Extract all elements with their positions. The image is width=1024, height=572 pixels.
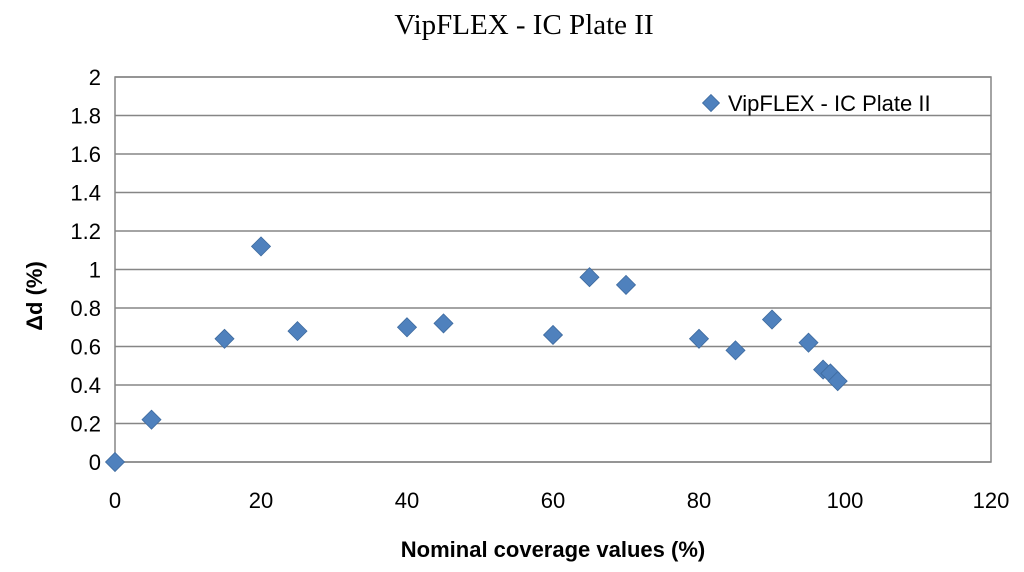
- gridlines: [115, 76, 991, 463]
- y-tick-label: 1.2: [70, 219, 101, 244]
- y-tick-label: 0.6: [70, 335, 101, 360]
- x-tick-label: 100: [827, 488, 864, 513]
- x-tick-label: 0: [109, 488, 121, 513]
- y-tick-label: 2: [89, 65, 101, 90]
- data-point: [542, 324, 564, 346]
- x-tick-label: 40: [395, 488, 419, 513]
- data-point: [579, 267, 600, 288]
- data-point: [433, 313, 454, 334]
- legend-marker: [701, 93, 721, 113]
- chart-title: VipFLEX - IC Plate II: [394, 9, 653, 41]
- legend-label: VipFLEX - IC Plate II: [728, 91, 931, 116]
- y-tick-label: 0.4: [70, 373, 101, 398]
- data-point: [615, 274, 637, 295]
- y-tick-label: 1.8: [70, 104, 101, 129]
- data-point: [827, 371, 848, 392]
- x-axis-label: Nominal coverage values (%): [401, 537, 705, 562]
- data-points: [104, 236, 848, 473]
- data-point: [141, 409, 162, 430]
- y-tick-label: 1: [89, 258, 101, 283]
- data-point: [250, 236, 272, 257]
- data-point: [688, 328, 710, 349]
- data-point: [798, 332, 819, 353]
- data-point: [761, 309, 783, 330]
- data-point: [396, 317, 418, 338]
- plot-area: [114, 76, 992, 463]
- x-tick-label: 80: [687, 488, 711, 513]
- y-tick-label: 0.2: [70, 412, 101, 437]
- data-point: [287, 321, 308, 342]
- y-tick-label: 1.6: [70, 142, 101, 167]
- legend: VipFLEX - IC Plate II: [701, 91, 931, 116]
- y-axis-label: Δd (%): [22, 261, 47, 331]
- y-tick-label: 0: [89, 450, 101, 475]
- data-point: [725, 340, 746, 361]
- y-tick-label: 1.4: [70, 181, 101, 206]
- x-axis-ticks: 0 20 40 60 80 100 120: [109, 488, 1009, 513]
- x-tick-label: 120: [973, 488, 1010, 513]
- y-axis-ticks: 0 0.2 0.4 0.6 0.8 1 1.2 1.4 1.6 1.8 2: [70, 65, 101, 475]
- y-tick-label: 0.8: [70, 296, 101, 321]
- data-point: [214, 328, 235, 349]
- data-point: [104, 451, 126, 473]
- x-tick-label: 60: [541, 488, 565, 513]
- x-tick-label: 20: [249, 488, 273, 513]
